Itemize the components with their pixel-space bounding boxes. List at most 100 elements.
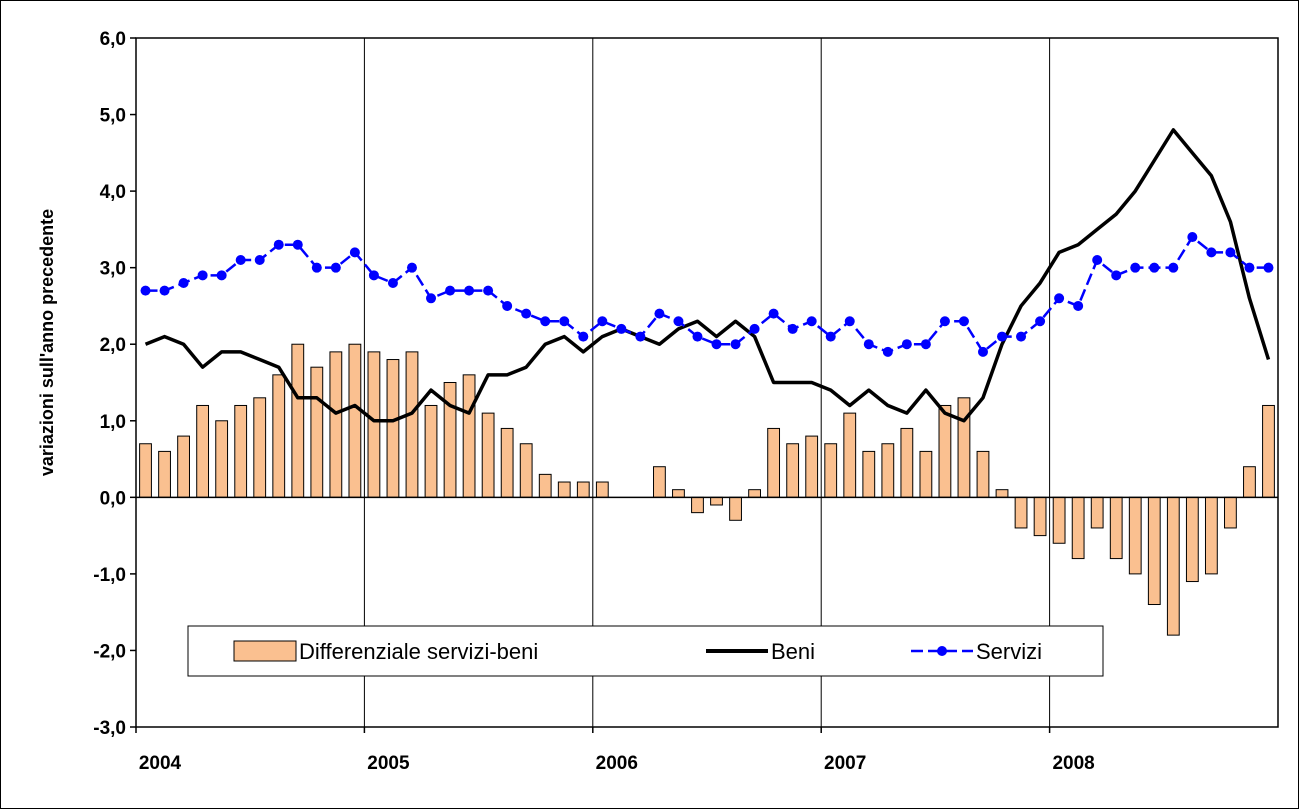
- bar-differenziale-0: [139, 443, 152, 498]
- bar-differenziale-34: [786, 443, 800, 498]
- point-servizi-1: [159, 285, 170, 296]
- point-servizi-12: [368, 270, 379, 281]
- point-servizi-41: [920, 339, 931, 350]
- bar-differenziale-23: [576, 481, 590, 498]
- bar-differenziale-29: [691, 496, 704, 514]
- point-servizi-31: [730, 339, 741, 350]
- point-servizi-57: [1225, 247, 1236, 258]
- point-servizi-7: [273, 239, 284, 250]
- point-servizi-22: [559, 316, 570, 327]
- point-servizi-4: [216, 270, 227, 281]
- point-servizi-6: [254, 255, 265, 266]
- x-tick-label-0: 2004: [139, 753, 182, 774]
- bar-differenziale-8: [291, 343, 305, 498]
- grid-layer: [363, 38, 1051, 727]
- bar-differenziale-27: [653, 466, 666, 498]
- point-servizi-48: [1054, 293, 1065, 304]
- servizi-layer: [140, 232, 1274, 357]
- bar-differenziale-49: [1071, 496, 1085, 560]
- bar-differenziale-10: [329, 351, 343, 498]
- legend-label-differenziale: Differenziale servizi-beni: [299, 639, 538, 664]
- point-servizi-11: [349, 247, 360, 258]
- bars-layer: [139, 343, 1275, 636]
- legend: Differenziale servizi-beni Beni Servizi: [187, 625, 1104, 677]
- point-servizi-10: [330, 262, 341, 273]
- bar-differenziale-15: [424, 404, 438, 498]
- point-servizi-43: [958, 316, 969, 327]
- point-servizi-24: [597, 316, 608, 327]
- point-servizi-19: [502, 300, 513, 311]
- bar-differenziale-17: [462, 374, 476, 498]
- point-servizi-35: [806, 316, 817, 327]
- point-servizi-34: [787, 323, 798, 334]
- line-beni: [144, 128, 1271, 423]
- bar-differenziale-42: [938, 404, 952, 498]
- bar-differenziale-58: [1243, 466, 1256, 498]
- bar-differenziale-57: [1224, 496, 1237, 529]
- y-tick-label-4: 2,0: [100, 335, 126, 356]
- point-servizi-16: [445, 285, 456, 296]
- bar-differenziale-56: [1204, 496, 1218, 575]
- point-servizi-56: [1206, 247, 1217, 258]
- bar-differenziale-7: [272, 374, 286, 498]
- point-servizi-18: [483, 285, 494, 296]
- bar-differenziale-48: [1052, 496, 1066, 544]
- point-servizi-59: [1263, 262, 1274, 273]
- point-servizi-45: [997, 331, 1008, 342]
- bar-differenziale-16: [443, 382, 457, 498]
- bar-differenziale-55: [1185, 496, 1199, 583]
- bar-differenziale-30: [710, 496, 723, 506]
- bar-differenziale-20: [519, 443, 533, 498]
- bar-differenziale-6: [253, 397, 267, 498]
- y-axis-label: variazioni sull'anno precedente: [37, 209, 57, 476]
- point-servizi-44: [977, 346, 988, 357]
- bar-differenziale-37: [843, 412, 857, 498]
- point-servizi-2: [178, 277, 189, 288]
- bar-differenziale-28: [672, 489, 685, 498]
- point-servizi-37: [844, 316, 855, 327]
- point-servizi-29: [692, 331, 703, 342]
- beni-layer: [144, 128, 1271, 423]
- point-servizi-25: [616, 323, 627, 334]
- point-servizi-30: [711, 339, 722, 350]
- line-servizi: [145, 235, 1269, 354]
- bar-differenziale-36: [824, 443, 838, 498]
- bar-differenziale-12: [367, 351, 381, 498]
- bar-differenziale-13: [386, 359, 400, 498]
- bar-differenziale-24: [595, 481, 609, 498]
- bar-differenziale-46: [1014, 496, 1028, 529]
- x-tick-label-4: 2008: [1052, 753, 1094, 774]
- legend-marker-servizi: [937, 646, 947, 656]
- bar-differenziale-31: [729, 496, 742, 521]
- bar-differenziale-45: [995, 489, 1009, 498]
- legend-label-beni: Beni: [771, 639, 815, 664]
- point-servizi-28: [673, 316, 684, 327]
- bar-differenziale-47: [1033, 496, 1047, 537]
- point-servizi-13: [387, 277, 398, 288]
- y-tick-label-1: 5,0: [100, 106, 126, 127]
- y-tick-label-7: -1,0: [93, 565, 126, 586]
- x-tick-label-3: 2007: [824, 753, 866, 774]
- bar-differenziale-4: [215, 420, 229, 498]
- bar-differenziale-39: [881, 443, 895, 498]
- y-tick-label-8: -2,0: [93, 641, 126, 662]
- point-servizi-50: [1092, 255, 1103, 266]
- bar-differenziale-35: [805, 435, 819, 498]
- point-servizi-53: [1149, 262, 1160, 273]
- plot-area-border: [135, 37, 1279, 728]
- bar-differenziale-53: [1147, 496, 1161, 606]
- y-axis-ticks: 6,0 5,0 4,0 3,0 2,0 1,0 0,0 -1,0 -2,0 -3,0: [93, 29, 136, 739]
- bar-differenziale-41: [919, 450, 933, 498]
- point-servizi-42: [939, 316, 950, 327]
- point-servizi-20: [521, 308, 532, 319]
- point-servizi-8: [292, 239, 303, 250]
- x-tick-label-2: 2006: [596, 753, 638, 774]
- bar-differenziale-22: [557, 481, 571, 498]
- point-servizi-3: [197, 270, 208, 281]
- point-servizi-32: [749, 323, 760, 334]
- y-tick-label-0: 6,0: [100, 29, 126, 50]
- point-servizi-46: [1016, 331, 1027, 342]
- bar-differenziale-51: [1109, 496, 1123, 560]
